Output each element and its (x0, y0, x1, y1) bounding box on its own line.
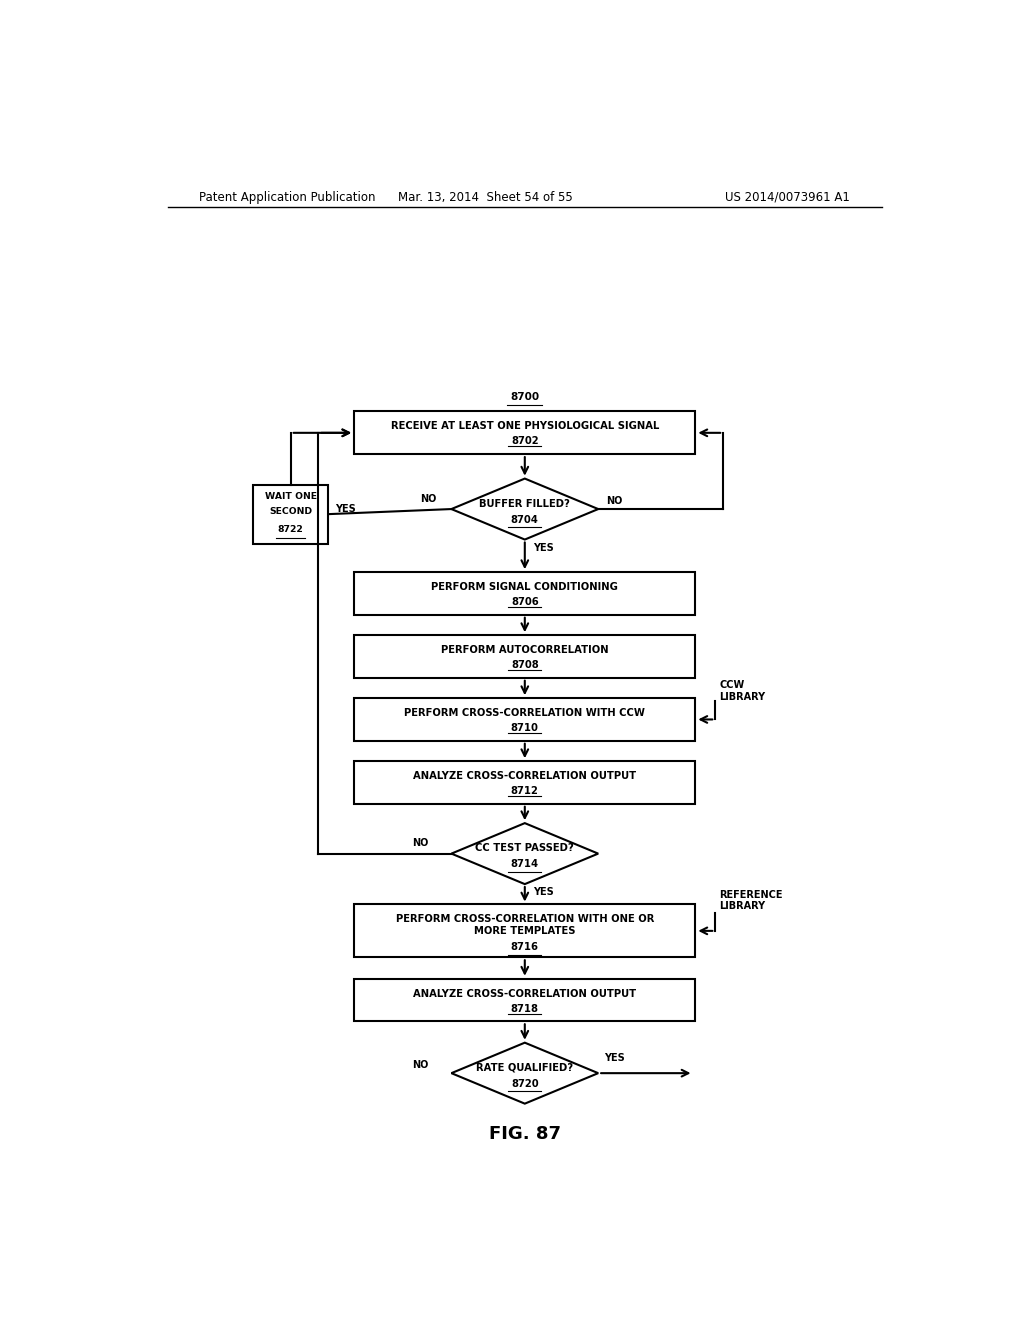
Text: YES: YES (532, 543, 554, 553)
Text: PERFORM CROSS-CORRELATION WITH ONE OR: PERFORM CROSS-CORRELATION WITH ONE OR (395, 915, 654, 924)
Text: RECEIVE AT LEAST ONE PHYSIOLOGICAL SIGNAL: RECEIVE AT LEAST ONE PHYSIOLOGICAL SIGNA… (390, 421, 659, 432)
Text: REFERENCE
LIBRARY: REFERENCE LIBRARY (719, 890, 782, 911)
Text: PERFORM SIGNAL CONDITIONING: PERFORM SIGNAL CONDITIONING (431, 582, 618, 591)
Text: YES: YES (604, 1053, 626, 1063)
Text: 8702: 8702 (511, 437, 539, 446)
Text: BUFFER FILLED?: BUFFER FILLED? (479, 499, 570, 508)
Polygon shape (452, 479, 598, 540)
Text: WAIT ONE: WAIT ONE (264, 492, 316, 502)
Text: CCW
LIBRARY: CCW LIBRARY (719, 680, 765, 702)
Text: 8714: 8714 (511, 859, 539, 870)
Text: Patent Application Publication: Patent Application Publication (200, 190, 376, 203)
Text: 8706: 8706 (511, 597, 539, 607)
Text: PERFORM CROSS-CORRELATION WITH CCW: PERFORM CROSS-CORRELATION WITH CCW (404, 708, 645, 718)
Text: NO: NO (606, 496, 623, 506)
Text: 8710: 8710 (511, 723, 539, 733)
Text: 8704: 8704 (511, 515, 539, 525)
Bar (354, 698, 695, 741)
Bar (354, 904, 695, 957)
Text: ANALYZE CROSS-CORRELATION OUTPUT: ANALYZE CROSS-CORRELATION OUTPUT (414, 771, 636, 781)
Bar (354, 412, 695, 454)
Text: CC TEST PASSED?: CC TEST PASSED? (475, 843, 574, 853)
Text: NO: NO (420, 494, 436, 504)
Text: YES: YES (335, 504, 355, 513)
Text: 8722: 8722 (278, 525, 303, 535)
Polygon shape (452, 824, 598, 884)
Bar (354, 978, 695, 1022)
Bar (354, 635, 695, 677)
Text: MORE TEMPLATES: MORE TEMPLATES (474, 925, 575, 936)
Text: 8720: 8720 (511, 1078, 539, 1089)
Bar (354, 572, 695, 615)
Text: 8700: 8700 (510, 392, 540, 403)
Bar (253, 484, 329, 544)
Text: Mar. 13, 2014  Sheet 54 of 55: Mar. 13, 2014 Sheet 54 of 55 (397, 190, 572, 203)
Text: PERFORM AUTOCORRELATION: PERFORM AUTOCORRELATION (441, 645, 608, 655)
Text: NO: NO (412, 1060, 428, 1071)
Text: US 2014/0073961 A1: US 2014/0073961 A1 (725, 190, 850, 203)
Text: 8712: 8712 (511, 785, 539, 796)
Text: RATE QUALIFIED?: RATE QUALIFIED? (476, 1063, 573, 1073)
Text: YES: YES (532, 887, 554, 898)
Text: ANALYZE CROSS-CORRELATION OUTPUT: ANALYZE CROSS-CORRELATION OUTPUT (414, 989, 636, 998)
Text: 8718: 8718 (511, 1003, 539, 1014)
Text: 8708: 8708 (511, 660, 539, 671)
Text: FIG. 87: FIG. 87 (488, 1125, 561, 1143)
Bar (354, 762, 695, 804)
Polygon shape (452, 1043, 598, 1104)
Text: 8716: 8716 (511, 941, 539, 952)
Text: SECOND: SECOND (269, 507, 312, 516)
Text: NO: NO (412, 838, 428, 849)
